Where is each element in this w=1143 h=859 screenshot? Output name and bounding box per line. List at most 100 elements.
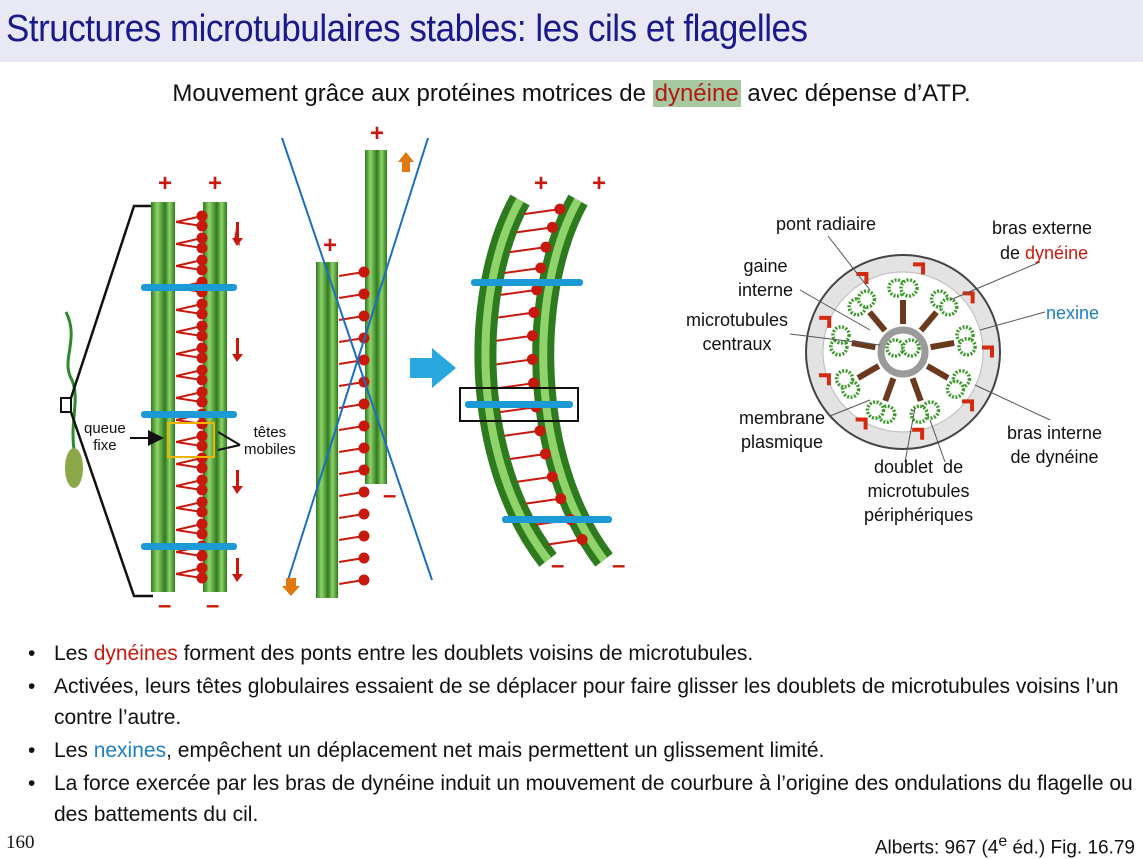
dynein-arm xyxy=(504,266,541,274)
dynein-head xyxy=(358,442,370,454)
dynein-arm xyxy=(496,358,533,366)
label-bras-externe-dyneine: de dynéine xyxy=(1000,241,1088,265)
plus-sign-2b: + xyxy=(323,232,338,259)
outer-dynein-arm xyxy=(819,315,832,328)
minus-sign-1b: – xyxy=(206,592,220,619)
dynein-head xyxy=(196,374,208,386)
minus-sign-3b: – xyxy=(612,552,626,579)
bullet-item: • La force exercée par les bras de dynéin… xyxy=(28,768,1133,830)
dynein-head xyxy=(358,464,370,476)
microtubule-doublet xyxy=(831,325,851,345)
microtubule-doublet xyxy=(957,337,977,357)
central-microtubule xyxy=(901,338,921,358)
outer-dynein-arm xyxy=(818,373,831,386)
bullet-dot-icon: • xyxy=(28,675,36,698)
dynein-head xyxy=(196,232,208,244)
bullet-text: Les xyxy=(54,642,94,665)
outer-dynein-arm xyxy=(912,427,925,440)
bullet-text: Activées, leurs têtes globulaires essaie… xyxy=(54,675,1119,729)
dynein-head xyxy=(196,572,208,584)
dynein-head xyxy=(555,493,567,505)
dynein-head xyxy=(196,342,208,354)
radial-spoke xyxy=(882,377,897,402)
page-number: 160 xyxy=(6,832,35,853)
dynein-head xyxy=(358,420,370,432)
bullet-dot-icon: • xyxy=(28,642,36,665)
plus-sign-1a: + xyxy=(158,170,173,197)
dynein-head xyxy=(358,574,370,586)
bullet-keyword-nexines: nexines xyxy=(93,739,167,762)
label-nexine: nexine xyxy=(1046,303,1100,323)
microtubule-doublet xyxy=(899,278,919,298)
dynein-head xyxy=(358,354,370,366)
dynein-head xyxy=(531,284,543,296)
dynein-arm xyxy=(525,497,561,505)
label-queue-fixe: queue fixe xyxy=(84,420,126,454)
microtubule-doublet xyxy=(834,369,855,389)
outer-dynein-arm xyxy=(856,272,869,285)
dynein-arm xyxy=(509,246,547,254)
dynein-head xyxy=(196,242,208,254)
dynein-head xyxy=(358,486,370,498)
label-bras-externe: bras externe xyxy=(992,218,1093,238)
dynein-arm xyxy=(500,288,537,296)
bullet-text: Les xyxy=(54,739,94,762)
dynein-head xyxy=(546,221,558,233)
panel-sliding-crossed xyxy=(281,137,433,598)
dynein-head xyxy=(539,448,551,460)
dynein-head xyxy=(358,266,370,278)
bullet-text: forment des ponts entre les doublets voi… xyxy=(177,642,754,665)
bullet-dot-icon: • xyxy=(28,739,36,762)
slide-title: Structures microtubulaires stables: les … xyxy=(6,8,808,50)
big-arrow-icon xyxy=(410,348,456,388)
dynein-head xyxy=(528,306,540,318)
minus-sign-2: – xyxy=(383,482,397,509)
label-leader-lines xyxy=(789,235,1051,463)
dynein-head xyxy=(196,298,208,310)
plus-sign-1b: + xyxy=(208,170,223,197)
bullet-item: • Les dynéines forment des ponts entre le… xyxy=(28,638,1133,669)
dynein-head xyxy=(196,474,208,486)
microtubule-doublet xyxy=(945,379,966,399)
dynein-head xyxy=(196,254,208,266)
flagellum-sketch xyxy=(60,204,153,598)
panel-straight-doublets xyxy=(130,202,243,592)
dynein-arm xyxy=(516,226,553,234)
dynein-head xyxy=(196,506,208,518)
dynein-head xyxy=(526,353,538,365)
microtubule-doublet xyxy=(938,297,959,317)
dynein-head xyxy=(196,528,208,540)
dynein-head xyxy=(576,533,588,545)
dynein-head xyxy=(535,262,547,274)
label-doublet-peripherique: doublet de microtubules périphériques xyxy=(864,457,974,525)
dynein-arm xyxy=(497,311,535,319)
dynein-head xyxy=(358,310,370,322)
dynein-head xyxy=(196,352,208,364)
dynein-head xyxy=(540,241,552,253)
plus-sign-3a: + xyxy=(534,170,549,197)
subtitle-after: avec dépense d’ATP. xyxy=(740,80,971,107)
outer-dynein-arm xyxy=(962,399,975,412)
outer-dynein-arm xyxy=(913,262,926,275)
microtubule-doublet xyxy=(909,404,930,424)
dynein-head xyxy=(196,264,208,276)
outer-dynein-arm xyxy=(855,417,868,430)
dynein-head xyxy=(196,320,208,332)
radial-spoke xyxy=(856,363,881,381)
subtitle-before: Mouvement grâce aux protéines motrices d… xyxy=(172,80,653,107)
dynein-arm xyxy=(547,538,583,546)
bullet-text: La force exercée par les bras de dynéine… xyxy=(54,772,1133,826)
label-pont-radiaire: pont radiaire xyxy=(776,214,877,234)
dynein-head xyxy=(196,462,208,474)
dynein-head xyxy=(196,386,208,398)
microtubule-doublet xyxy=(865,400,886,420)
reference-text-end: éd.) Fig. 16.79 xyxy=(1007,837,1135,859)
dynein-head xyxy=(196,396,208,408)
subtitle-highlight-dyneine: dynéine xyxy=(652,80,741,107)
dynein-arm xyxy=(496,334,533,342)
dynein-head xyxy=(358,288,370,300)
minus-sign-3a: – xyxy=(551,552,565,579)
dynein-head xyxy=(196,518,208,530)
bullet-item: • Activées, leurs têtes globulaires essai… xyxy=(28,671,1133,733)
